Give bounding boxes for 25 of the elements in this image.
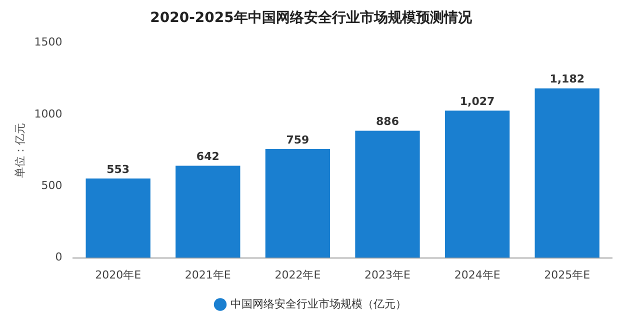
y-tick-label: 0: [55, 250, 62, 264]
y-tick-label: 500: [41, 178, 62, 192]
bar: [355, 130, 420, 258]
data-label: 886: [376, 115, 400, 128]
data-label: 1,027: [460, 94, 495, 108]
y-tick-label: 1500: [34, 36, 62, 49]
chart-title: 2020-2025年中国网络安全行业市场规模预测情况: [150, 9, 473, 26]
x-tick-label: 2021年E: [184, 268, 231, 282]
x-tick-label: 2020年E: [95, 268, 142, 282]
y-tick-label: 1000: [34, 107, 62, 120]
x-tick-label: 2023年E: [364, 268, 411, 282]
data-label: 759: [286, 133, 310, 146]
data-label: 642: [196, 150, 220, 164]
bar: [176, 166, 240, 258]
data-label: 1,182: [550, 72, 584, 86]
legend-label: 中国网络安全行业市场规模（亿元）: [230, 297, 406, 310]
x-tick-label: 2025年E: [544, 268, 590, 282]
bar: [86, 178, 150, 258]
bar: [265, 149, 330, 258]
data-label: 553: [106, 162, 130, 176]
x-tick-label: 2022年E: [274, 268, 321, 282]
x-tick-label: 2024年E: [454, 268, 500, 282]
bar: [534, 88, 600, 258]
y-axis-title: 单位：亿元: [13, 122, 26, 178]
bar: [444, 110, 510, 258]
